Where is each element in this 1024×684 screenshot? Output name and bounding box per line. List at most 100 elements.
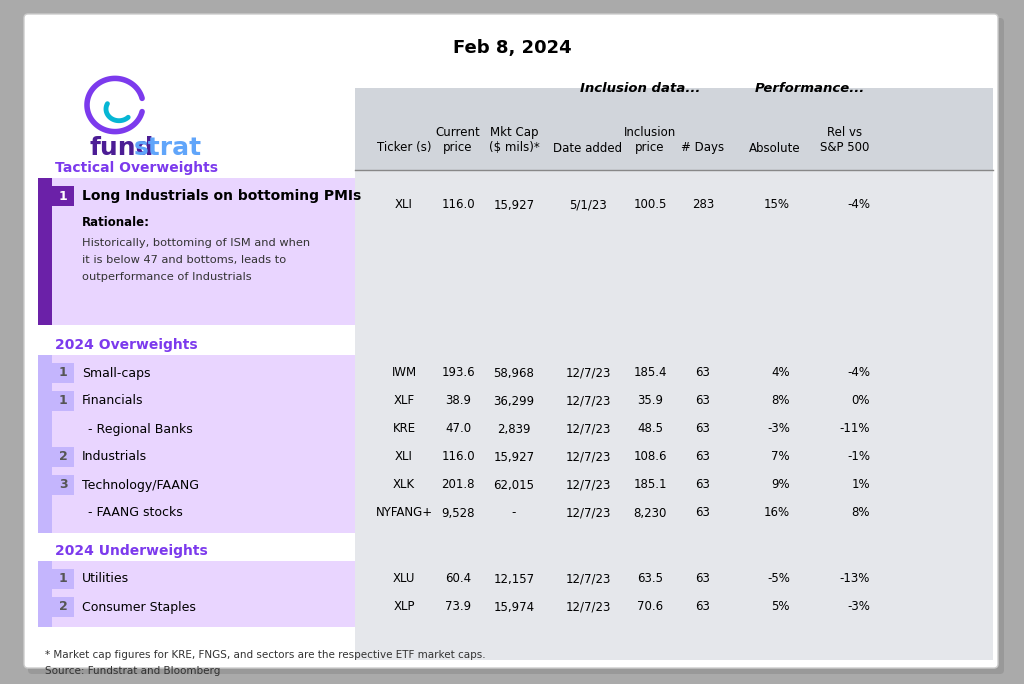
FancyBboxPatch shape [52,355,355,533]
Text: 47.0: 47.0 [445,423,471,436]
Text: it is below 47 and bottoms, leads to: it is below 47 and bottoms, leads to [82,255,287,265]
Text: XLP: XLP [393,601,415,614]
Text: Consumer Staples: Consumer Staples [82,601,196,614]
Text: 12/7/23: 12/7/23 [565,479,610,492]
FancyBboxPatch shape [52,178,355,325]
FancyBboxPatch shape [355,170,993,660]
Text: 1: 1 [58,395,68,408]
FancyBboxPatch shape [52,391,74,411]
Text: 38.9: 38.9 [445,395,471,408]
Text: -1%: -1% [847,451,870,464]
Text: IWM: IWM [391,367,417,380]
Text: Absolute: Absolute [750,142,801,155]
Text: 116.0: 116.0 [441,198,475,211]
Text: Mkt Cap
($ mils)*: Mkt Cap ($ mils)* [488,126,540,154]
Text: XLI: XLI [395,198,413,211]
Text: 63: 63 [695,395,711,408]
FancyBboxPatch shape [52,475,74,495]
Text: strat: strat [134,136,202,160]
Text: Inclusion
price: Inclusion price [624,126,676,154]
Text: Current
price: Current price [435,126,480,154]
Text: Industrials: Industrials [82,451,147,464]
Text: 283: 283 [692,198,714,211]
FancyBboxPatch shape [52,363,74,383]
Text: 201.8: 201.8 [441,479,475,492]
Text: Ticker (s): Ticker (s) [377,142,431,155]
Text: 5/1/23: 5/1/23 [569,198,607,211]
Text: 2: 2 [58,601,68,614]
Text: 63: 63 [695,479,711,492]
Text: Feb 8, 2024: Feb 8, 2024 [453,39,571,57]
Text: - Regional Banks: - Regional Banks [88,423,193,436]
Text: 1: 1 [58,573,68,586]
Text: 16%: 16% [764,506,790,520]
Text: 12/7/23: 12/7/23 [565,395,610,408]
Text: 100.5: 100.5 [633,198,667,211]
Text: 2,839: 2,839 [498,423,530,436]
Text: 12/7/23: 12/7/23 [565,367,610,380]
Text: NYFANG+: NYFANG+ [376,506,432,520]
Text: -4%: -4% [847,367,870,380]
Text: fund: fund [90,136,155,160]
Text: 12/7/23: 12/7/23 [565,451,610,464]
Text: 12/7/23: 12/7/23 [565,423,610,436]
Text: -3%: -3% [847,601,870,614]
Text: outperformance of Industrials: outperformance of Industrials [82,272,252,282]
FancyBboxPatch shape [52,561,355,627]
Text: 70.6: 70.6 [637,601,664,614]
Text: 15,927: 15,927 [494,451,535,464]
Text: 73.9: 73.9 [445,601,471,614]
Text: 0%: 0% [852,395,870,408]
Text: 35.9: 35.9 [637,395,663,408]
Text: -13%: -13% [840,573,870,586]
Text: 193.6: 193.6 [441,367,475,380]
FancyBboxPatch shape [355,88,993,170]
Text: 58,968: 58,968 [494,367,535,380]
Text: Source: Fundstrat and Bloomberg: Source: Fundstrat and Bloomberg [45,666,220,676]
Text: # Days: # Days [681,142,725,155]
Text: Rel vs
S&P 500: Rel vs S&P 500 [820,126,869,154]
FancyBboxPatch shape [52,597,74,617]
Text: 8,230: 8,230 [633,506,667,520]
Text: Small-caps: Small-caps [82,367,151,380]
Text: -: - [512,506,516,520]
Text: 63: 63 [695,573,711,586]
Text: 63: 63 [695,451,711,464]
Text: 185.1: 185.1 [633,479,667,492]
Text: 48.5: 48.5 [637,423,663,436]
Text: Long Industrials on bottoming PMIs: Long Industrials on bottoming PMIs [82,189,361,203]
Text: 1%: 1% [851,479,870,492]
Text: 12/7/23: 12/7/23 [565,601,610,614]
Text: 63: 63 [695,367,711,380]
Text: 63.5: 63.5 [637,573,663,586]
Text: 9%: 9% [771,479,790,492]
Text: 15,927: 15,927 [494,198,535,211]
Text: 63: 63 [695,506,711,520]
Text: 1: 1 [58,367,68,380]
Text: Performance...: Performance... [755,81,865,94]
Text: 12/7/23: 12/7/23 [565,506,610,520]
Text: 2: 2 [58,451,68,464]
Text: 8%: 8% [771,395,790,408]
Text: 7%: 7% [771,451,790,464]
FancyBboxPatch shape [24,14,998,668]
Text: XLU: XLU [393,573,415,586]
Text: -4%: -4% [847,198,870,211]
Text: 4%: 4% [771,367,790,380]
Text: Financials: Financials [82,395,143,408]
Text: XLF: XLF [393,395,415,408]
Text: 15%: 15% [764,198,790,211]
Text: Tactical Overweights: Tactical Overweights [55,161,218,175]
Text: - FAANG stocks: - FAANG stocks [88,506,182,520]
Text: 8%: 8% [852,506,870,520]
Text: -11%: -11% [840,423,870,436]
Text: 12/7/23: 12/7/23 [565,573,610,586]
FancyBboxPatch shape [38,355,52,533]
Text: 9,528: 9,528 [441,506,475,520]
Text: 62,015: 62,015 [494,479,535,492]
Text: -5%: -5% [767,573,790,586]
FancyBboxPatch shape [28,18,1004,674]
Text: Inclusion data...: Inclusion data... [580,81,700,94]
Text: 63: 63 [695,601,711,614]
Text: XLK: XLK [393,479,415,492]
